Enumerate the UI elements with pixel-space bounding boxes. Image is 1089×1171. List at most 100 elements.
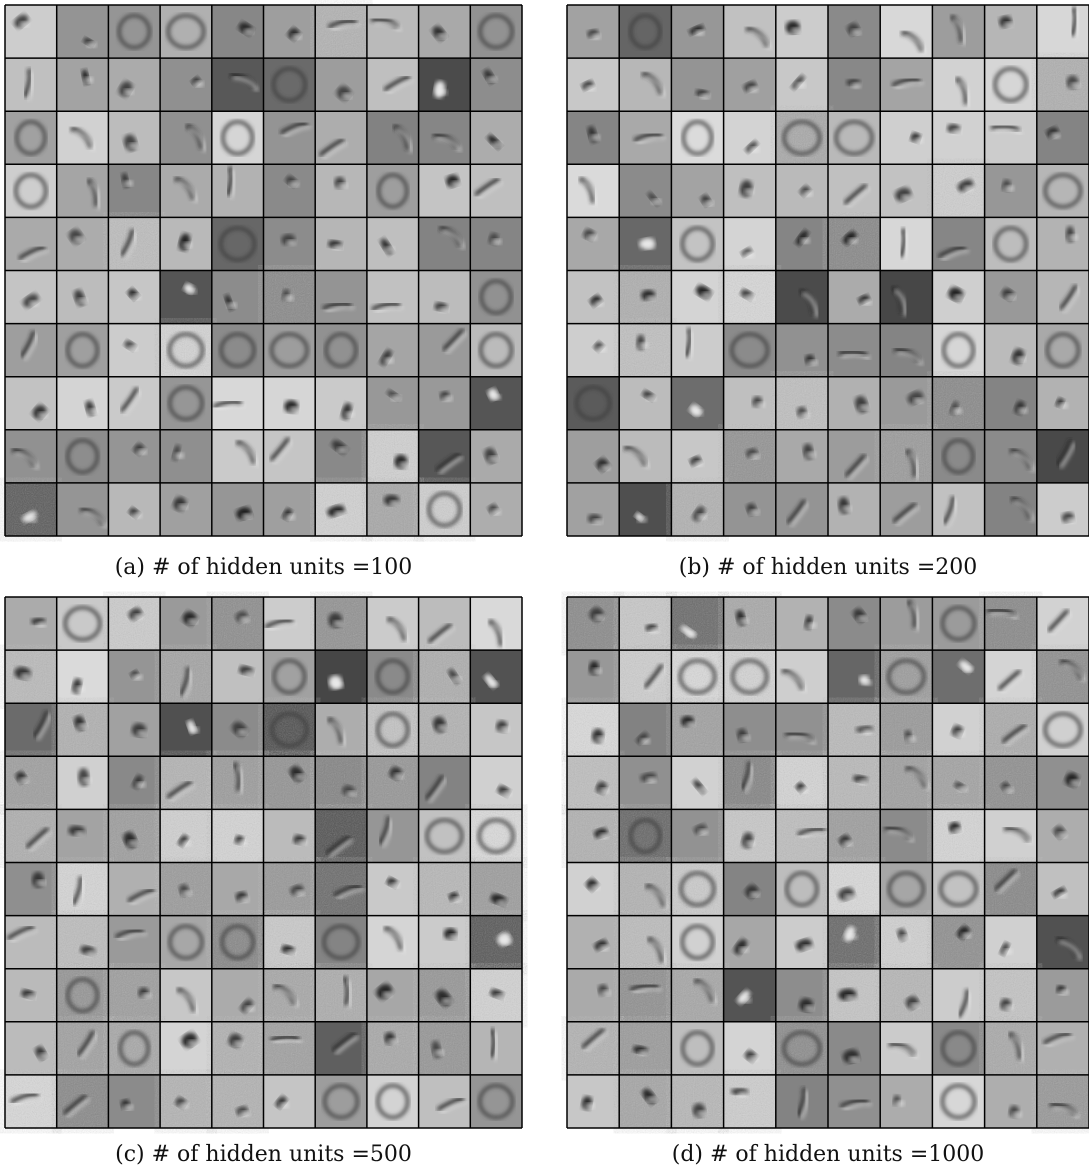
tile-bg [1037,271,1089,324]
tile-halo [697,787,707,793]
filter-tile [932,111,984,164]
filter-tile [828,164,880,217]
tile-bg [671,324,723,377]
tile-noise [880,703,932,756]
tile-halo [952,129,962,135]
tile-halo [292,34,302,40]
tile-halo [849,1056,859,1062]
filter-tile [880,1075,932,1128]
filter-tile [212,111,264,164]
tile-noise [619,863,671,916]
filter-tile [419,271,471,324]
filter-tile [419,969,471,1022]
filter-tile [57,597,109,650]
tile-halo [452,676,462,682]
tile-halo [844,894,854,900]
filter-tile [619,969,671,1022]
filter-tile [619,1075,671,1128]
filter-tile [419,111,471,164]
filter-tile [619,324,671,377]
tile-bg [724,377,776,430]
tile-halo [848,934,858,940]
tile-halo [804,1005,814,1011]
tile-noise [108,217,160,270]
filter-tile [1037,164,1089,217]
tile-bg [367,324,419,377]
tile-halo [906,736,916,742]
filter-tile [724,916,776,969]
filter-tile [5,597,57,650]
tile-halo [755,402,765,408]
filter-tile [724,377,776,430]
tile-halo [750,453,760,459]
tile-halo [497,899,507,905]
filter-tile [315,809,367,862]
tile-halo [1004,787,1014,793]
tile-bg [264,430,316,483]
tile-noise [828,809,880,862]
tile-halo [390,882,400,888]
tile-noise [367,703,419,756]
tile-noise [1037,1075,1089,1128]
tile-bg [108,1075,160,1128]
filter-tile [212,324,264,377]
filter-tile [567,430,619,483]
filter-tile [567,756,619,809]
tile-bg [932,111,984,164]
tile-halo [345,411,355,417]
filter-tile [108,483,160,536]
tile-bg [671,430,723,483]
tile-bg [212,430,264,483]
filter-tile [1037,916,1089,969]
tile-bg [776,863,828,916]
filter-tile [108,756,160,809]
tile-bg [880,111,932,164]
filter-tile [828,271,880,324]
filter-tile [212,217,264,270]
filter-tile [212,969,264,1022]
tile-halo [698,829,708,835]
filter-tile [671,703,723,756]
filter-tile [5,756,57,809]
filter-tile [367,650,419,703]
tile-halo [487,76,497,82]
tile-halo [136,782,146,788]
tile-bg [470,650,522,703]
tile-bg [315,271,367,324]
tile-halo [178,504,188,510]
tile-bg [264,650,316,703]
filter-tile [671,756,723,809]
tile-halo [742,997,752,1003]
tile-noise [419,483,471,536]
filter-tile [724,217,776,270]
filter-tile [57,703,109,756]
tile-noise [671,703,723,756]
filter-tile [724,863,776,916]
tile-bg [419,271,471,324]
tile-halo [745,840,755,846]
filter-tile [619,756,671,809]
filter-tile [470,217,522,270]
tile-halo [599,788,609,794]
filter-tile [671,58,723,111]
filter-tile [108,58,160,111]
filter-tile [5,58,57,111]
tile-bg [671,809,723,862]
filter-tile [57,58,109,111]
tile-bg [619,703,671,756]
filter-tile [470,650,522,703]
tile-halo [124,89,134,95]
filter-tile [776,5,828,58]
tile-halo [702,292,712,298]
filter-tile [264,597,316,650]
filter-tile [108,5,160,58]
tile-noise [212,809,264,862]
tile-halo [133,674,143,680]
tile-bg [470,756,522,809]
tile-bg [724,703,776,756]
filter-tile [367,164,419,217]
filter-tile [724,483,776,536]
filter-tile [932,5,984,58]
tile-bg [776,5,828,58]
filter-tile [776,430,828,483]
